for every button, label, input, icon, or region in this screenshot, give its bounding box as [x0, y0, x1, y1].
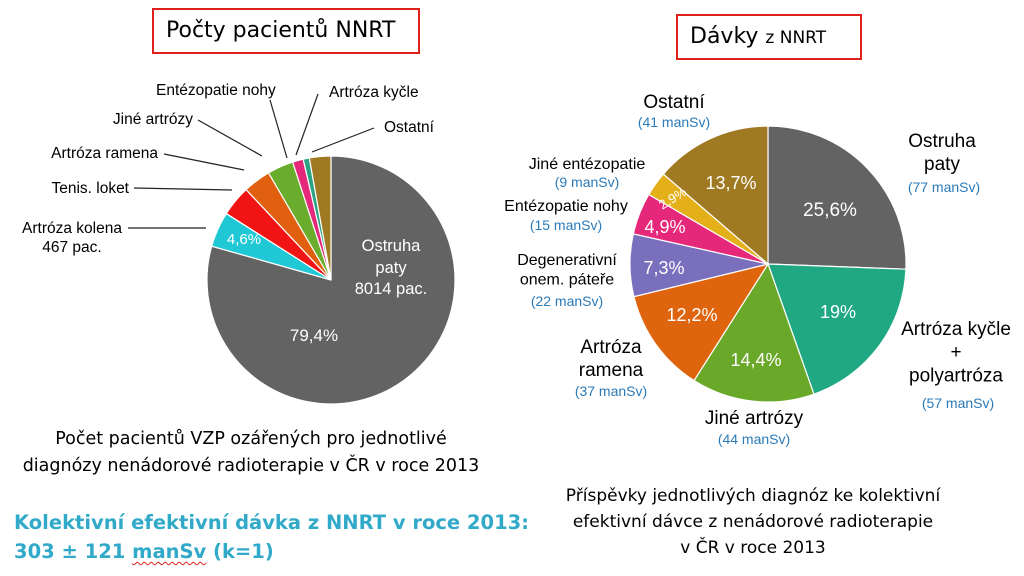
left-pie-leader-ostatni [311, 127, 375, 153]
right-chart-title-main: Dávky [690, 24, 759, 49]
right-caption-line-2: efektivní dávce z nenádorové radioterapi… [572, 512, 934, 532]
right-chart-caption: Příspěvky jednotlivých diagnóz ke kolekt… [520, 483, 986, 561]
collective-dose-value: 303 ± 121 [14, 540, 126, 563]
left-pie-leader-jine-artrozy [197, 119, 263, 157]
right-pie-value-jine-artrozy: (44 manSv) [718, 431, 790, 447]
right-pie-label-degenerativni-onem-patere-line-1: Degenerativní [517, 252, 617, 269]
left-pie-label-jine-artrozy: Jiné artrózy [113, 111, 193, 128]
right-caption-line-3: v ČR v roce 2013 [680, 538, 826, 558]
right-pie-label-artroza-kycle-polyartroza-line-3: polyartróza [909, 365, 1003, 386]
left-caption-line-1: Počet pacientů VZP ozářených pro jednotl… [55, 429, 447, 449]
left-caption-line-2: diagnózy nenádorové radioterapie v ČR v … [22, 456, 480, 476]
right-pie-pct-ostruha-paty: 25,6% [803, 200, 857, 221]
right-pie-slice-jine-artrozy [693, 262, 815, 403]
left-pie-label-entezopatie-nohy: Entézopatie nohy [156, 82, 276, 99]
right-pie-pct-artroza-ramena: 12,2% [666, 305, 717, 325]
left-chart-title: Počty pacientů NNRT [152, 8, 420, 54]
right-pie-slice-ostatni [662, 125, 769, 266]
right-pie-pct-ostatni: 13,7% [705, 173, 756, 193]
right-pie-slice-ostruha-paty [767, 125, 907, 270]
right-pie-label-entezopatie-nohy-line-1: Entézopatie nohy [504, 198, 628, 215]
left-pie-label-artroza-kolena-value: 467 pac. [42, 239, 101, 256]
collective-dose-summary: Kolektivní efektivní dávka z NNRT v roce… [14, 508, 529, 566]
left-pie-leader-entezopatie-nohy [269, 99, 288, 159]
left-pie-label-ostruha-2: paty [375, 259, 407, 277]
right-pie-label-jine-entezopatie-line-1: Jiné entézopatie [529, 156, 646, 173]
right-pie-value-degenerativni-onem-patere: (22 manSv) [531, 293, 603, 309]
right-pie-pct-degenerativni-onem-patere: 7,3% [643, 258, 684, 278]
left-pie-value-ostruha: 8014 pac. [355, 280, 427, 298]
right-pie-pct-jine-artrozy: 14,4% [730, 350, 781, 370]
collective-dose-line-2: 303 ± 121 manSv (k=1) [14, 537, 529, 566]
right-pie-label-degenerativni-onem-patere-line-2: onem. páteře [520, 272, 614, 289]
collective-dose-unit: manSv [132, 540, 207, 563]
right-chart-title-small: z NNRT [765, 28, 827, 48]
right-pie-label-ostatni-line-1: Ostatní [643, 92, 705, 113]
left-pie-label-artroza-ramena: Artróza ramena [51, 145, 158, 162]
right-caption-line-1: Příspěvky jednotlivých diagnóz ke kolekt… [565, 486, 941, 506]
right-pie-label-ostruha-paty-line-1: Ostruha [908, 131, 976, 152]
left-pie-slice-ostatni [308, 155, 332, 281]
collective-dose-suffix: (k=1) [213, 540, 274, 563]
left-pie-label-ostatni: Ostatní [384, 119, 435, 136]
left-pie-pct-artroza-kolena: 4,6% [227, 231, 261, 248]
right-pie-value-entezopatie-nohy: (15 manSv) [530, 217, 602, 233]
right-pie-value-ostruha-paty: (77 manSv) [908, 179, 980, 195]
right-pie-pct-entezopatie-nohy: 4,9% [644, 217, 685, 237]
left-pie-pct-ostruha: 79,4% [290, 326, 338, 345]
left-pie-leader-artroza-kycle [295, 93, 319, 156]
right-pie-label-artroza-ramena-line-1: Artróza [580, 337, 642, 358]
right-chart-title: Dávky z NNRT [676, 14, 862, 60]
right-pie-label-artroza-kycle-polyartroza-line-2: + [950, 342, 961, 363]
right-pie-value-ostatni: (41 manSv) [638, 114, 710, 130]
left-chart-caption: Počet pacientů VZP ozářených pro jednotl… [0, 426, 502, 480]
right-pie-value-artroza-kycle-polyartroza: (57 manSv) [922, 395, 994, 411]
left-pie-leader-artroza-ramena [163, 153, 245, 171]
right-pie-value-artroza-ramena: (37 manSv) [575, 383, 647, 399]
right-pie-slice-artroza-ramena [633, 263, 770, 382]
right-pie-chart: 25,6%19%14,4%12,2%7,3%4,9%2,9%13,7%Ostru… [504, 92, 1011, 447]
left-pie-label-tenis-loket: Tenis. loket [51, 180, 129, 197]
right-pie-pct-artroza-kycle-polyartroza: 19% [820, 302, 856, 322]
left-pie-label-artroza-kolena: Artróza kolena [22, 220, 122, 237]
left-pie-label-artroza-kycle: Artróza kyčle [329, 84, 419, 101]
right-pie-label-jine-artrozy-line-1: Jiné artrózy [705, 408, 804, 429]
right-pie-label-artroza-kycle-polyartroza-line-1: Artróza kyčle [901, 319, 1011, 340]
right-pie-value-jine-entezopatie: (9 manSv) [555, 174, 620, 190]
left-pie-leader-tenis-loket [133, 187, 233, 191]
right-pie-label-artroza-ramena-line-2: ramena [579, 360, 644, 381]
collective-dose-line-1: Kolektivní efektivní dávka z NNRT v roce… [14, 511, 529, 534]
left-pie-chart: Ostruha paty 8014 pac. 79,4% 4,6% Artróza kol… [22, 82, 456, 405]
right-pie-label-ostruha-paty-line-2: paty [924, 154, 960, 175]
left-pie-label-ostruha-1: Ostruha [362, 237, 422, 255]
left-chart-title-text: Počty pacientů NNRT [166, 18, 396, 43]
